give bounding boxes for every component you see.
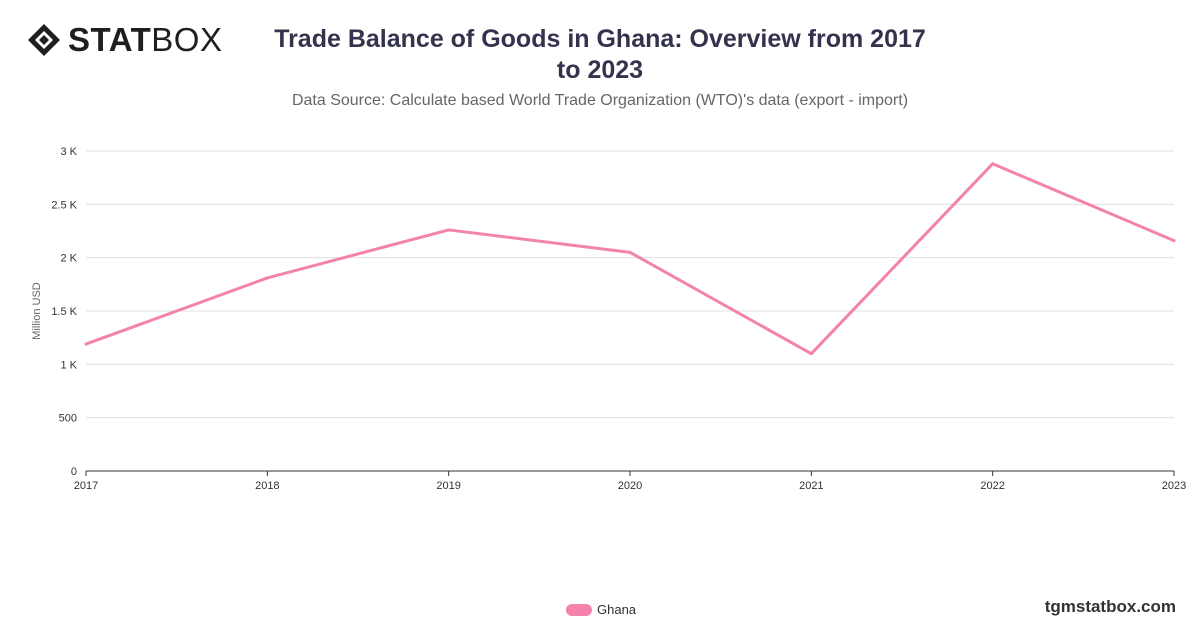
x-tick-label: 2019	[436, 480, 460, 492]
statbox-logo: STATBOX	[26, 22, 222, 58]
y-tick-label: 0	[71, 466, 77, 478]
grid-lines	[85, 150, 1175, 476]
y-tick-label: 2.5 K	[51, 199, 77, 211]
data-point	[1172, 239, 1176, 243]
x-tick-label: 2022	[980, 480, 1004, 492]
series-line-ghana	[84, 162, 1176, 356]
statbox-diamond-icon	[28, 24, 60, 56]
brand-url: tgmstatbox.com	[1044, 597, 1176, 616]
data-point	[628, 250, 632, 254]
x-tick-label: 2021	[799, 480, 823, 492]
data-point	[84, 342, 88, 346]
x-tick-label: 2018	[255, 480, 279, 492]
x-tick-label: 2023	[1162, 480, 1186, 492]
y-tick-label: 3 K	[60, 146, 77, 158]
y-tick-label: 1.5 K	[51, 306, 77, 318]
legend[interactable]: Ghana	[566, 602, 636, 617]
x-tick-label: 2020	[618, 480, 642, 492]
y-tick-label: 500	[59, 413, 77, 425]
logo-wordmark: STATBOX	[68, 22, 222, 58]
y-axis-label: Million USD	[31, 282, 43, 340]
chart-title: Trade Balance of Goods in Ghana: Overvie…	[274, 25, 926, 84]
y-tick-labels: 0 500 1 K 1.5 K 2 K 2.5 K 3 K	[51, 146, 77, 478]
data-point	[991, 162, 995, 166]
data-point	[265, 276, 269, 280]
x-tick-label: 2017	[74, 480, 98, 492]
series-group	[84, 162, 1176, 356]
logo-stat-text: STAT	[68, 21, 152, 58]
data-point	[809, 352, 813, 356]
x-tick-labels: 2017 2018 2019 2020 2021 2022 2023	[74, 480, 1186, 492]
y-tick-label: 1 K	[60, 359, 77, 371]
chart-subtitle: Data Source: Calculate based World Trade…	[291, 92, 909, 109]
logo-box-text: BOX	[151, 21, 223, 58]
data-point	[447, 228, 451, 232]
legend-label: Ghana	[597, 602, 637, 617]
legend-swatch	[566, 603, 592, 616]
y-tick-label: 2 K	[60, 253, 77, 265]
